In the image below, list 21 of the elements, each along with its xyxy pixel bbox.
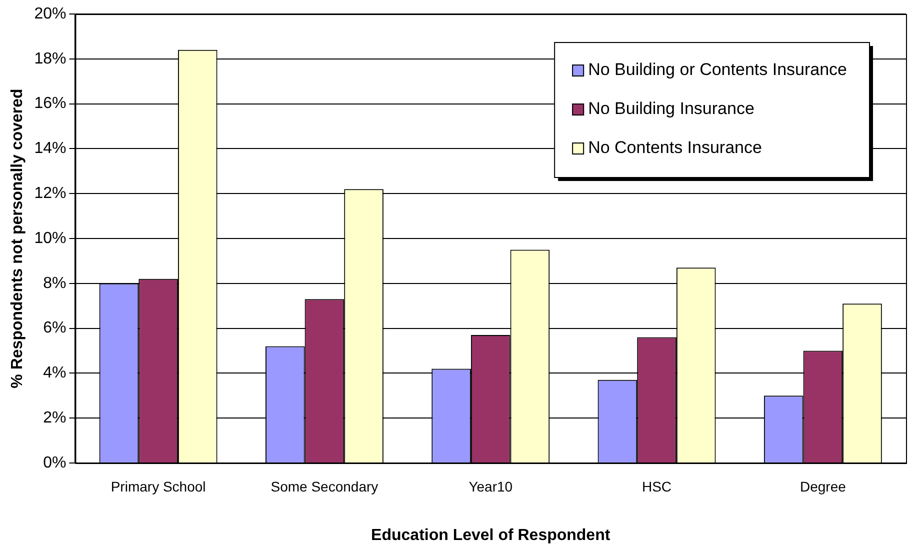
y-tick-label: 18% <box>34 50 66 68</box>
y-tick-label: 6% <box>43 320 66 337</box>
y-tick-label: 16% <box>34 95 66 112</box>
x-tick-label: HSC <box>642 478 672 494</box>
x-axis-title: Education Level of Respondent <box>371 526 611 544</box>
y-axis-title: % Respondents not personally covered <box>9 88 26 388</box>
y-tick-label: 0% <box>43 454 66 472</box>
y-tick-label: 8% <box>43 274 66 292</box>
x-tick-label: Some Secondary <box>270 478 378 494</box>
y-tick-label: 20% <box>34 5 66 22</box>
y-tick-label: 12% <box>34 185 66 202</box>
y-tick-label: 4% <box>43 364 66 382</box>
legend-label: No Building Insurance <box>588 99 754 118</box>
x-tick-label: Degree <box>800 478 846 494</box>
x-tick-label: Year10 <box>468 478 513 494</box>
y-tick-label: 2% <box>43 410 66 427</box>
y-tick-label: 10% <box>34 230 66 247</box>
y-tick-label: 14% <box>34 140 66 158</box>
x-tick-label: Primary School <box>110 478 206 494</box>
legend-label: No Contents Insurance <box>588 138 762 158</box>
legend-label: No Building or Contents Insurance <box>588 60 848 80</box>
